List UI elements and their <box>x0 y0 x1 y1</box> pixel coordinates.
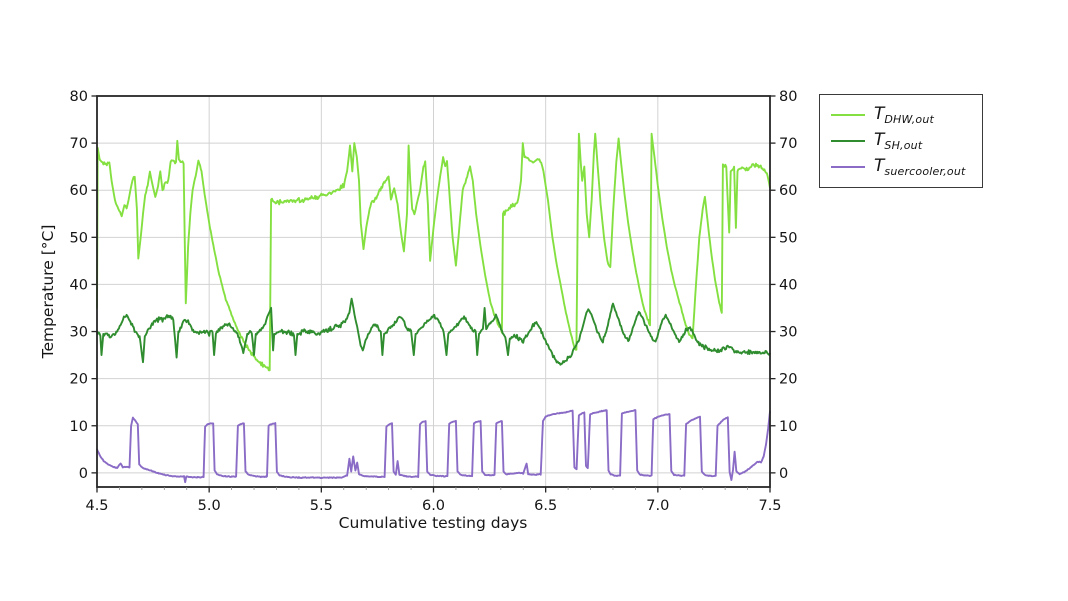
y-tick-label-right: 30 <box>779 325 797 341</box>
legend-item: Tsuercooler,out <box>831 154 966 180</box>
x-tick-label: 5.0 <box>198 498 221 514</box>
x-tick-label: 7.0 <box>646 498 669 514</box>
legend: TDHW,out TSH,out Tsuercooler,out <box>819 94 983 188</box>
y-tick-label-right: 40 <box>779 277 797 293</box>
y-tick-label-left: 30 <box>70 325 88 341</box>
y-tick-label-left: 40 <box>70 277 88 293</box>
legend-line-swatch <box>831 166 865 168</box>
series-line-dhw-out <box>96 132 771 372</box>
y-tick-label-left: 10 <box>70 419 88 435</box>
x-tick-label: 5.5 <box>310 498 333 514</box>
x-tick-label: 6.0 <box>422 498 445 514</box>
y-tick-label-left: 60 <box>70 183 88 199</box>
legend-line-swatch <box>831 140 865 142</box>
series-line-suercooler-out <box>96 409 771 484</box>
y-tick-label-right: 60 <box>779 183 797 199</box>
legend-label: TSH,out <box>874 130 923 152</box>
x-axis-label: Cumulative testing days <box>339 514 528 532</box>
series-line-sh-out <box>96 297 771 366</box>
legend-item: TSH,out <box>831 128 966 154</box>
y-tick-label-left: 20 <box>70 372 88 388</box>
y-tick-label-right: 20 <box>779 372 797 388</box>
legend-label: TDHW,out <box>874 104 935 126</box>
y-axis-label: Temperature [°C] <box>39 225 57 360</box>
y-tick-label-left: 80 <box>70 89 88 105</box>
series-lines <box>96 132 771 484</box>
y-tick-label-right: 10 <box>779 419 797 435</box>
gridlines <box>97 96 770 487</box>
legend-item: TDHW,out <box>831 102 966 128</box>
legend-line-swatch <box>831 114 865 116</box>
x-tick-label: 6.5 <box>534 498 557 514</box>
legend-label: Tsuercooler,out <box>874 156 966 178</box>
x-tick-label: 7.5 <box>758 498 781 514</box>
tick-labels: 4.5 5.0 5.5 6.0 6.5 7.0 7.5 0 0 10 10 20 20 30 30 40 40 5… <box>70 89 798 514</box>
y-tick-label-right: 50 <box>779 230 797 246</box>
y-tick-label-left: 50 <box>70 230 88 246</box>
y-tick-label-right: 80 <box>779 89 797 105</box>
x-tick-label: 4.5 <box>85 498 108 514</box>
y-tick-label-left: 0 <box>79 466 88 482</box>
y-tick-label-right: 70 <box>779 136 797 152</box>
axes <box>91 95 776 493</box>
y-tick-label-right: 0 <box>779 466 788 482</box>
y-tick-label-left: 70 <box>70 136 88 152</box>
